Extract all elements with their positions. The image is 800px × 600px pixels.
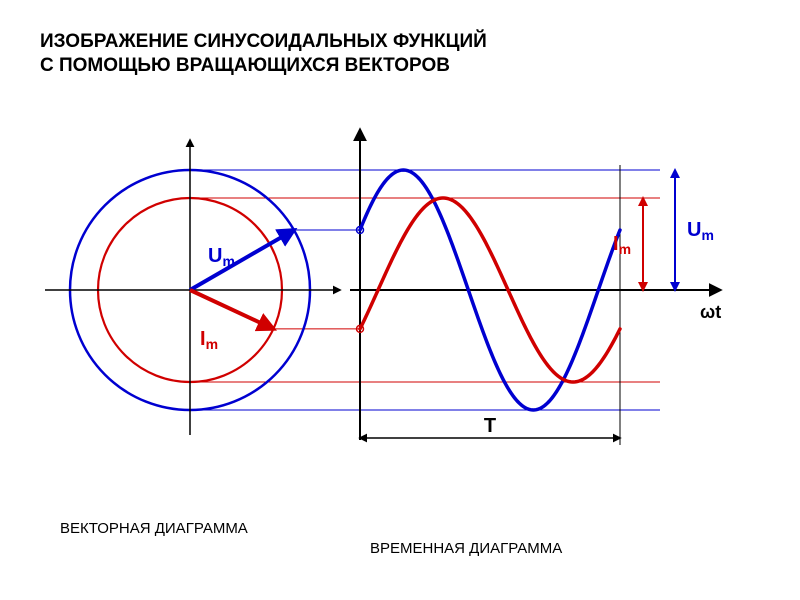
title-line-1: ИЗОБРАЖЕНИЕ СИНУСОИДАЛЬНЫХ ФУНКЦИЙ bbox=[40, 31, 487, 52]
svg-text:ωt: ωt bbox=[700, 302, 721, 322]
caption-time: ВРЕМЕННАЯ ДИАГРАММА bbox=[370, 540, 562, 557]
page-title: ИЗОБРАЖЕНИЕ СИНУСОИДАЛЬНЫХ ФУНКЦИЙ С ПОМ… bbox=[40, 30, 760, 78]
svg-text:Um: Um bbox=[208, 245, 235, 269]
caption-vector: ВЕКТОРНАЯ ДИАГРАММА bbox=[60, 520, 248, 537]
phasor-diagram: Um Im T Um Im ωt bbox=[30, 120, 770, 500]
svg-text:Im: Im bbox=[613, 233, 631, 257]
title-line-2: С ПОМОЩЬЮ ВРАЩАЮЩИХСЯ ВЕКТОРОВ bbox=[40, 55, 450, 76]
svg-text:Im: Im bbox=[200, 328, 218, 352]
svg-text:T: T bbox=[484, 415, 496, 437]
svg-text:Um: Um bbox=[687, 219, 714, 243]
